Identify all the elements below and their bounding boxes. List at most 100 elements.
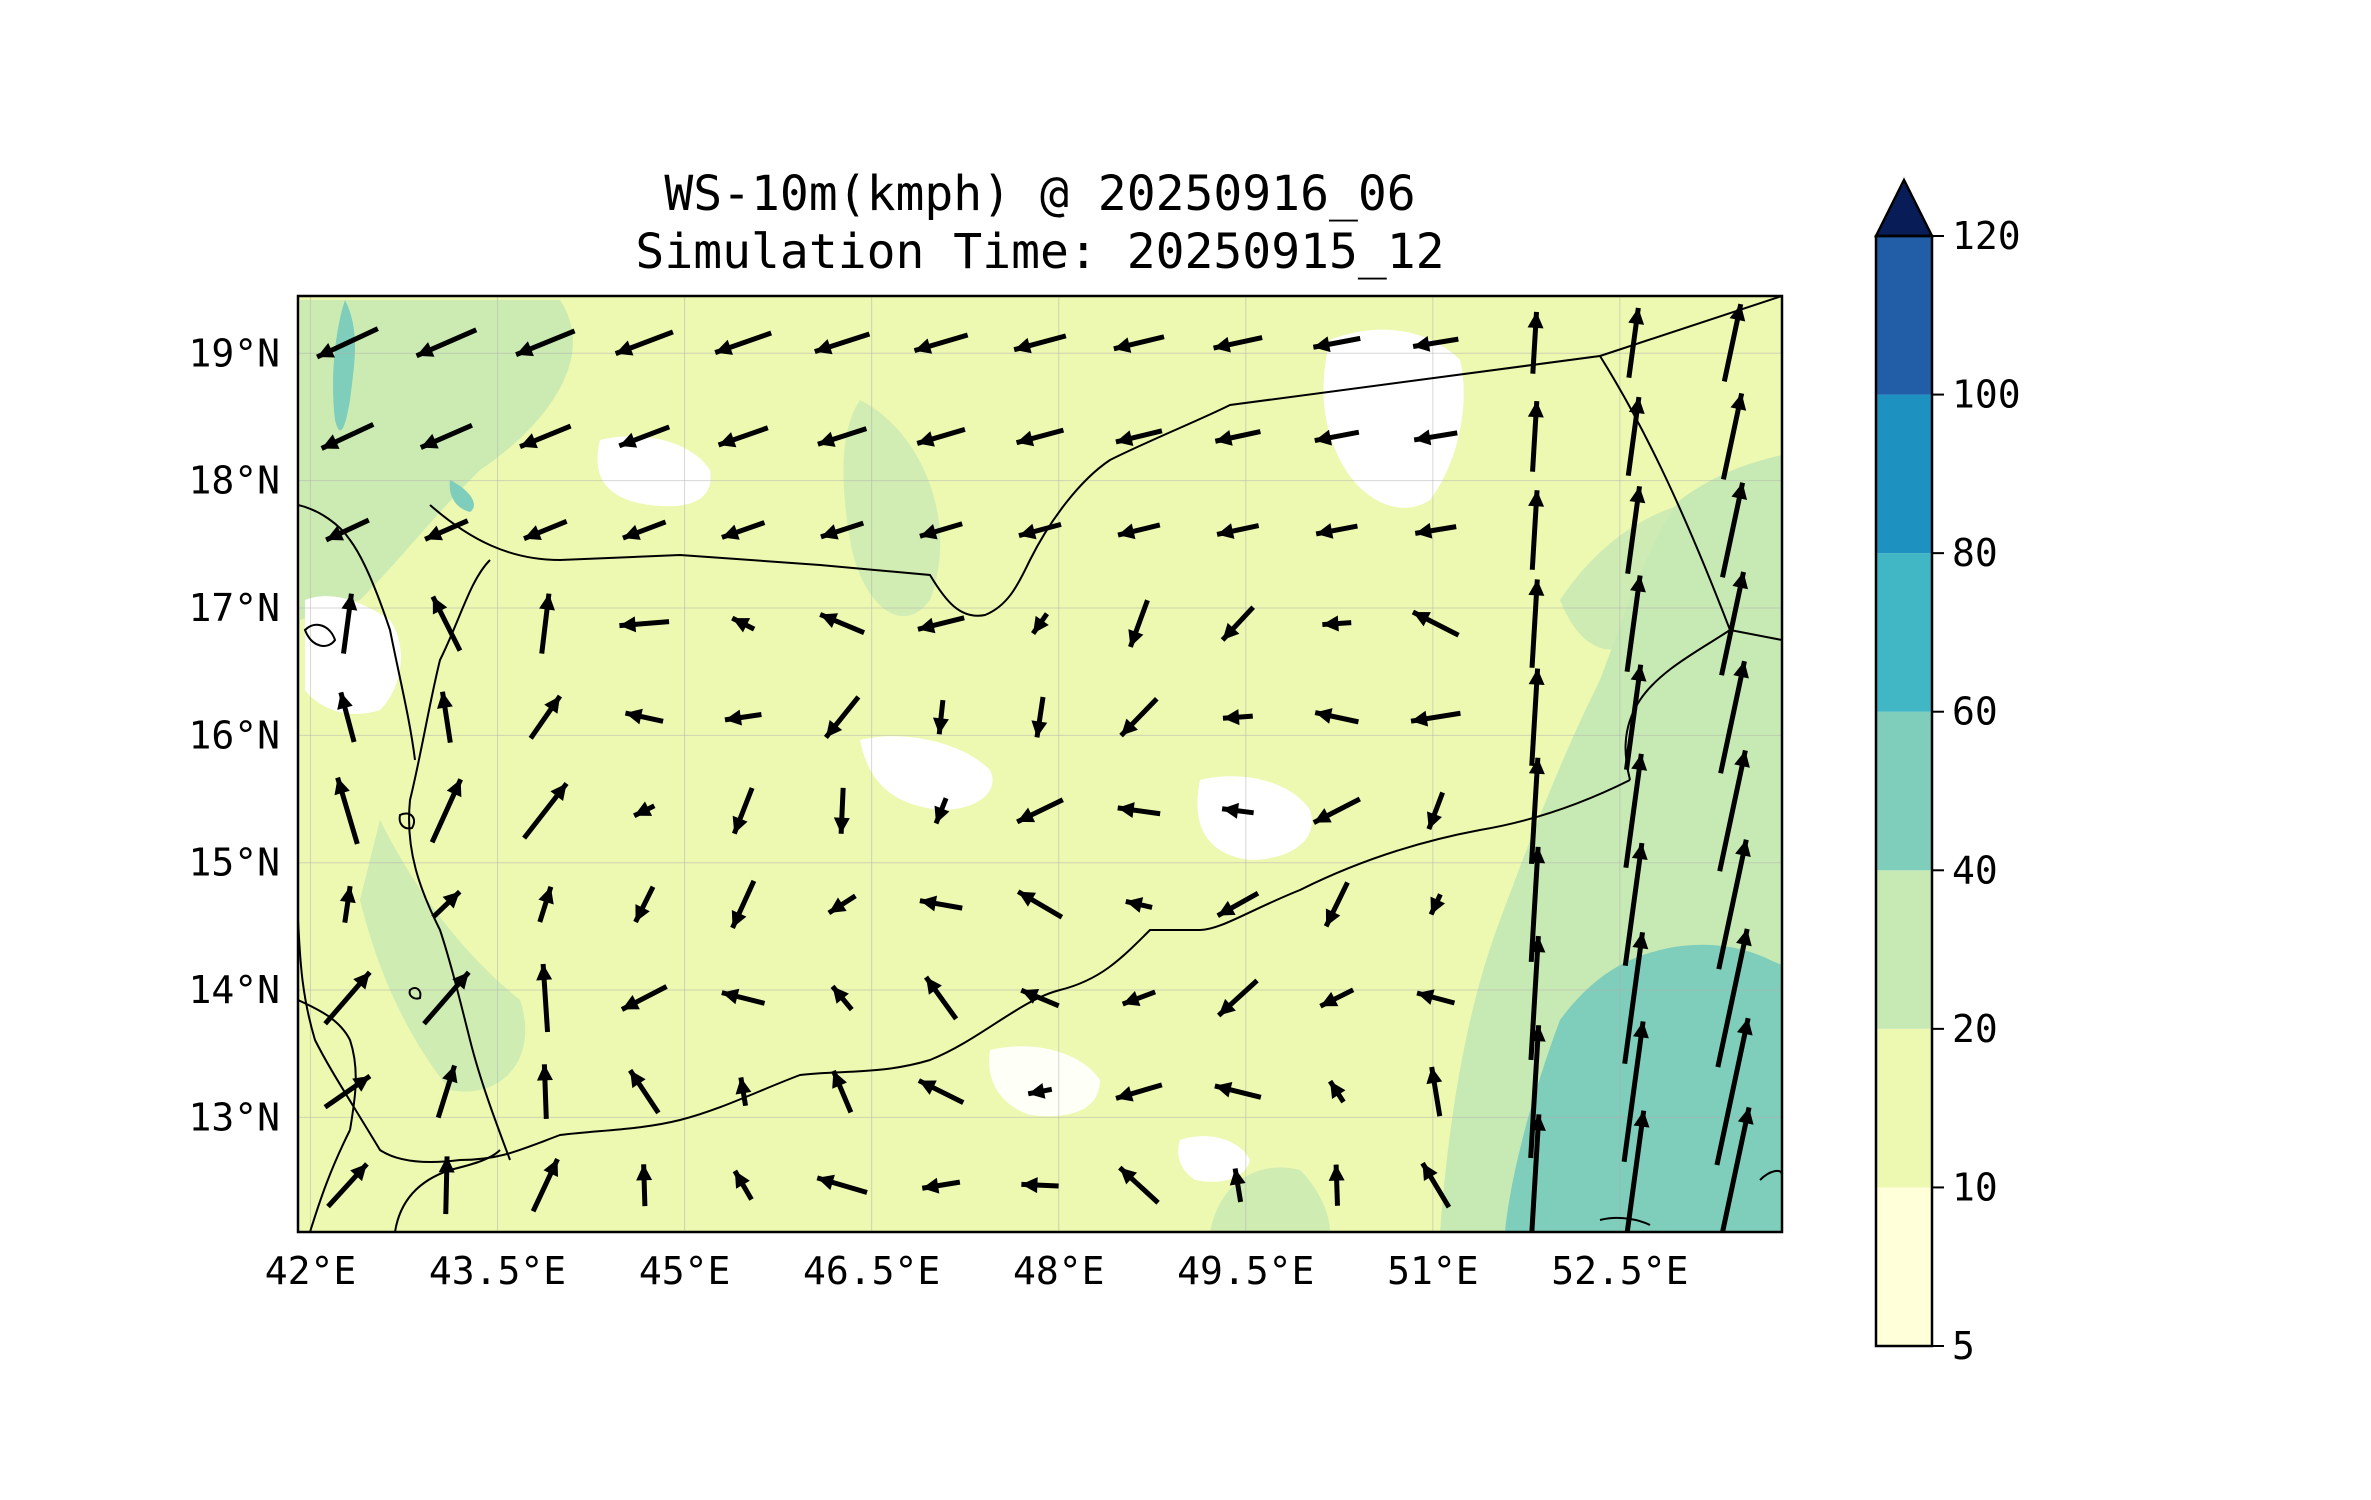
wind-arrow — [1413, 429, 1458, 446]
calm-patch-south-central — [989, 1046, 1100, 1117]
wind-arrow-head — [619, 432, 638, 448]
wind-arrow-head — [1426, 1066, 1443, 1085]
wind-arrow-head — [1222, 709, 1240, 726]
saudi-oman-border — [1599, 296, 1782, 357]
wind-arrow — [1117, 802, 1161, 818]
colorbar-label: 80 — [1952, 531, 1998, 575]
wind-arrow — [622, 519, 667, 541]
wind-arrow — [1115, 428, 1163, 446]
wind-arrow-shaft — [1717, 749, 1748, 872]
wind-arrow — [730, 879, 757, 929]
colorbar-segment — [1876, 870, 1932, 1029]
wind-arrow-head — [1735, 839, 1751, 857]
x-tick-label: 45°E — [639, 1249, 731, 1293]
wind-arrow — [435, 1064, 458, 1119]
wind-arrow-head — [918, 1080, 937, 1095]
wind-arrow — [1128, 599, 1150, 648]
wind-arrow-head — [1527, 401, 1544, 418]
wind-arrow-head — [1412, 611, 1431, 627]
wind-arrow-head — [341, 593, 358, 611]
wind-arrow — [1323, 881, 1350, 928]
colorbar-label: 10 — [1952, 1165, 1998, 1209]
wind-arrow-head — [321, 434, 340, 449]
colorbar-segment — [1876, 394, 1932, 554]
wind-arrow-head — [1732, 571, 1749, 590]
wind-arrow-head — [1633, 1021, 1649, 1039]
wind-arrow-head — [446, 779, 462, 798]
wind-arrow — [431, 889, 462, 919]
wind-arrow — [522, 781, 569, 840]
wind-arrow — [1125, 897, 1153, 913]
y-tick-label: 18°N — [188, 459, 280, 503]
wind-arrow-head — [1313, 336, 1331, 353]
wind-arrow-head — [828, 897, 847, 913]
wind-arrow — [721, 988, 766, 1006]
x-tick-label: 46.5°E — [803, 1249, 940, 1293]
wind-arrow-head — [922, 1177, 940, 1194]
x-tick-label: 49.5°E — [1177, 1249, 1314, 1293]
wind-arrow-head — [1736, 928, 1752, 947]
wind-arrow — [817, 426, 868, 447]
wind-arrow — [717, 425, 769, 448]
wind-arrow — [1314, 429, 1360, 446]
wind-arrow-head — [1731, 482, 1748, 500]
wind-arrow — [1220, 605, 1255, 642]
wind-arrow-shaft — [1715, 928, 1750, 1068]
y-tick-label: 13°N — [188, 1095, 280, 1139]
wind-arrow-head — [1018, 891, 1037, 907]
wind-arrow-head — [1730, 393, 1747, 411]
wind-arrow-head — [814, 339, 833, 355]
wind-arrow-head — [1115, 430, 1134, 446]
moderate-wind-zone-central — [843, 400, 941, 617]
colorbar-label: 120 — [1952, 214, 2021, 258]
wind-arrow-shaft — [1624, 664, 1644, 771]
wind-arrow-head — [634, 801, 653, 816]
wind-arrow — [1412, 336, 1459, 352]
wind-arrow-head — [1119, 1167, 1137, 1185]
wind-arrow — [1216, 890, 1260, 918]
wind-arrow-head — [442, 1065, 458, 1084]
wind-arrow-head — [1229, 1168, 1246, 1186]
wind-arrow — [1528, 846, 1546, 963]
wind-arrow — [519, 423, 572, 450]
wind-arrow — [624, 708, 664, 725]
wind-arrow-head — [1528, 757, 1545, 775]
wind-arrow-head — [1215, 430, 1233, 446]
x-tick-label: 48°E — [1013, 1249, 1105, 1293]
wind-arrow — [923, 975, 959, 1021]
wind-arrow-head — [425, 525, 443, 541]
wind-arrow — [933, 797, 950, 825]
wind-arrow-head — [1218, 998, 1236, 1016]
wind-arrow-head — [1125, 897, 1144, 913]
wind-arrow — [917, 1078, 965, 1105]
wind-arrow — [1222, 709, 1253, 726]
wind-arrow-head — [1021, 1177, 1038, 1194]
wind-arrow-head — [735, 1077, 752, 1095]
wind-arrow-head — [1736, 1018, 1753, 1036]
y-axis-ticks: 13°N 14°N 15°N 16°N 17°N 18°N 19°N — [188, 331, 280, 1139]
wind-arrow-head — [1426, 811, 1442, 830]
wind-arrow-head — [1528, 668, 1545, 686]
wind-arrow-head — [1430, 896, 1446, 915]
wind-arrow-head — [732, 618, 751, 633]
wind-arrow — [827, 893, 857, 916]
wind-arrow-head — [1528, 490, 1545, 507]
wind-arrow-head — [1118, 523, 1136, 540]
wind-arrow — [1720, 392, 1747, 480]
map-panel — [298, 296, 1782, 1232]
wind-arrow-head — [442, 891, 460, 909]
wind-arrow-shaft — [1529, 668, 1541, 766]
wind-arrow-head — [353, 972, 370, 990]
wind-arrow-head — [1315, 708, 1333, 724]
kamaran-island — [398, 812, 416, 830]
wind-arrow-head — [352, 1076, 370, 1092]
wind-arrow — [1625, 485, 1646, 575]
wind-arrow-head — [452, 972, 469, 990]
wind-arrow-head — [817, 1174, 835, 1191]
colorbar-label: 5 — [1952, 1324, 1975, 1368]
wind-arrow-head — [516, 341, 534, 357]
y-tick-label: 14°N — [188, 968, 280, 1012]
wind-arrow-head — [636, 1164, 653, 1181]
moderate-wind-zone-north-west — [300, 300, 573, 620]
wind-arrow — [724, 709, 762, 726]
